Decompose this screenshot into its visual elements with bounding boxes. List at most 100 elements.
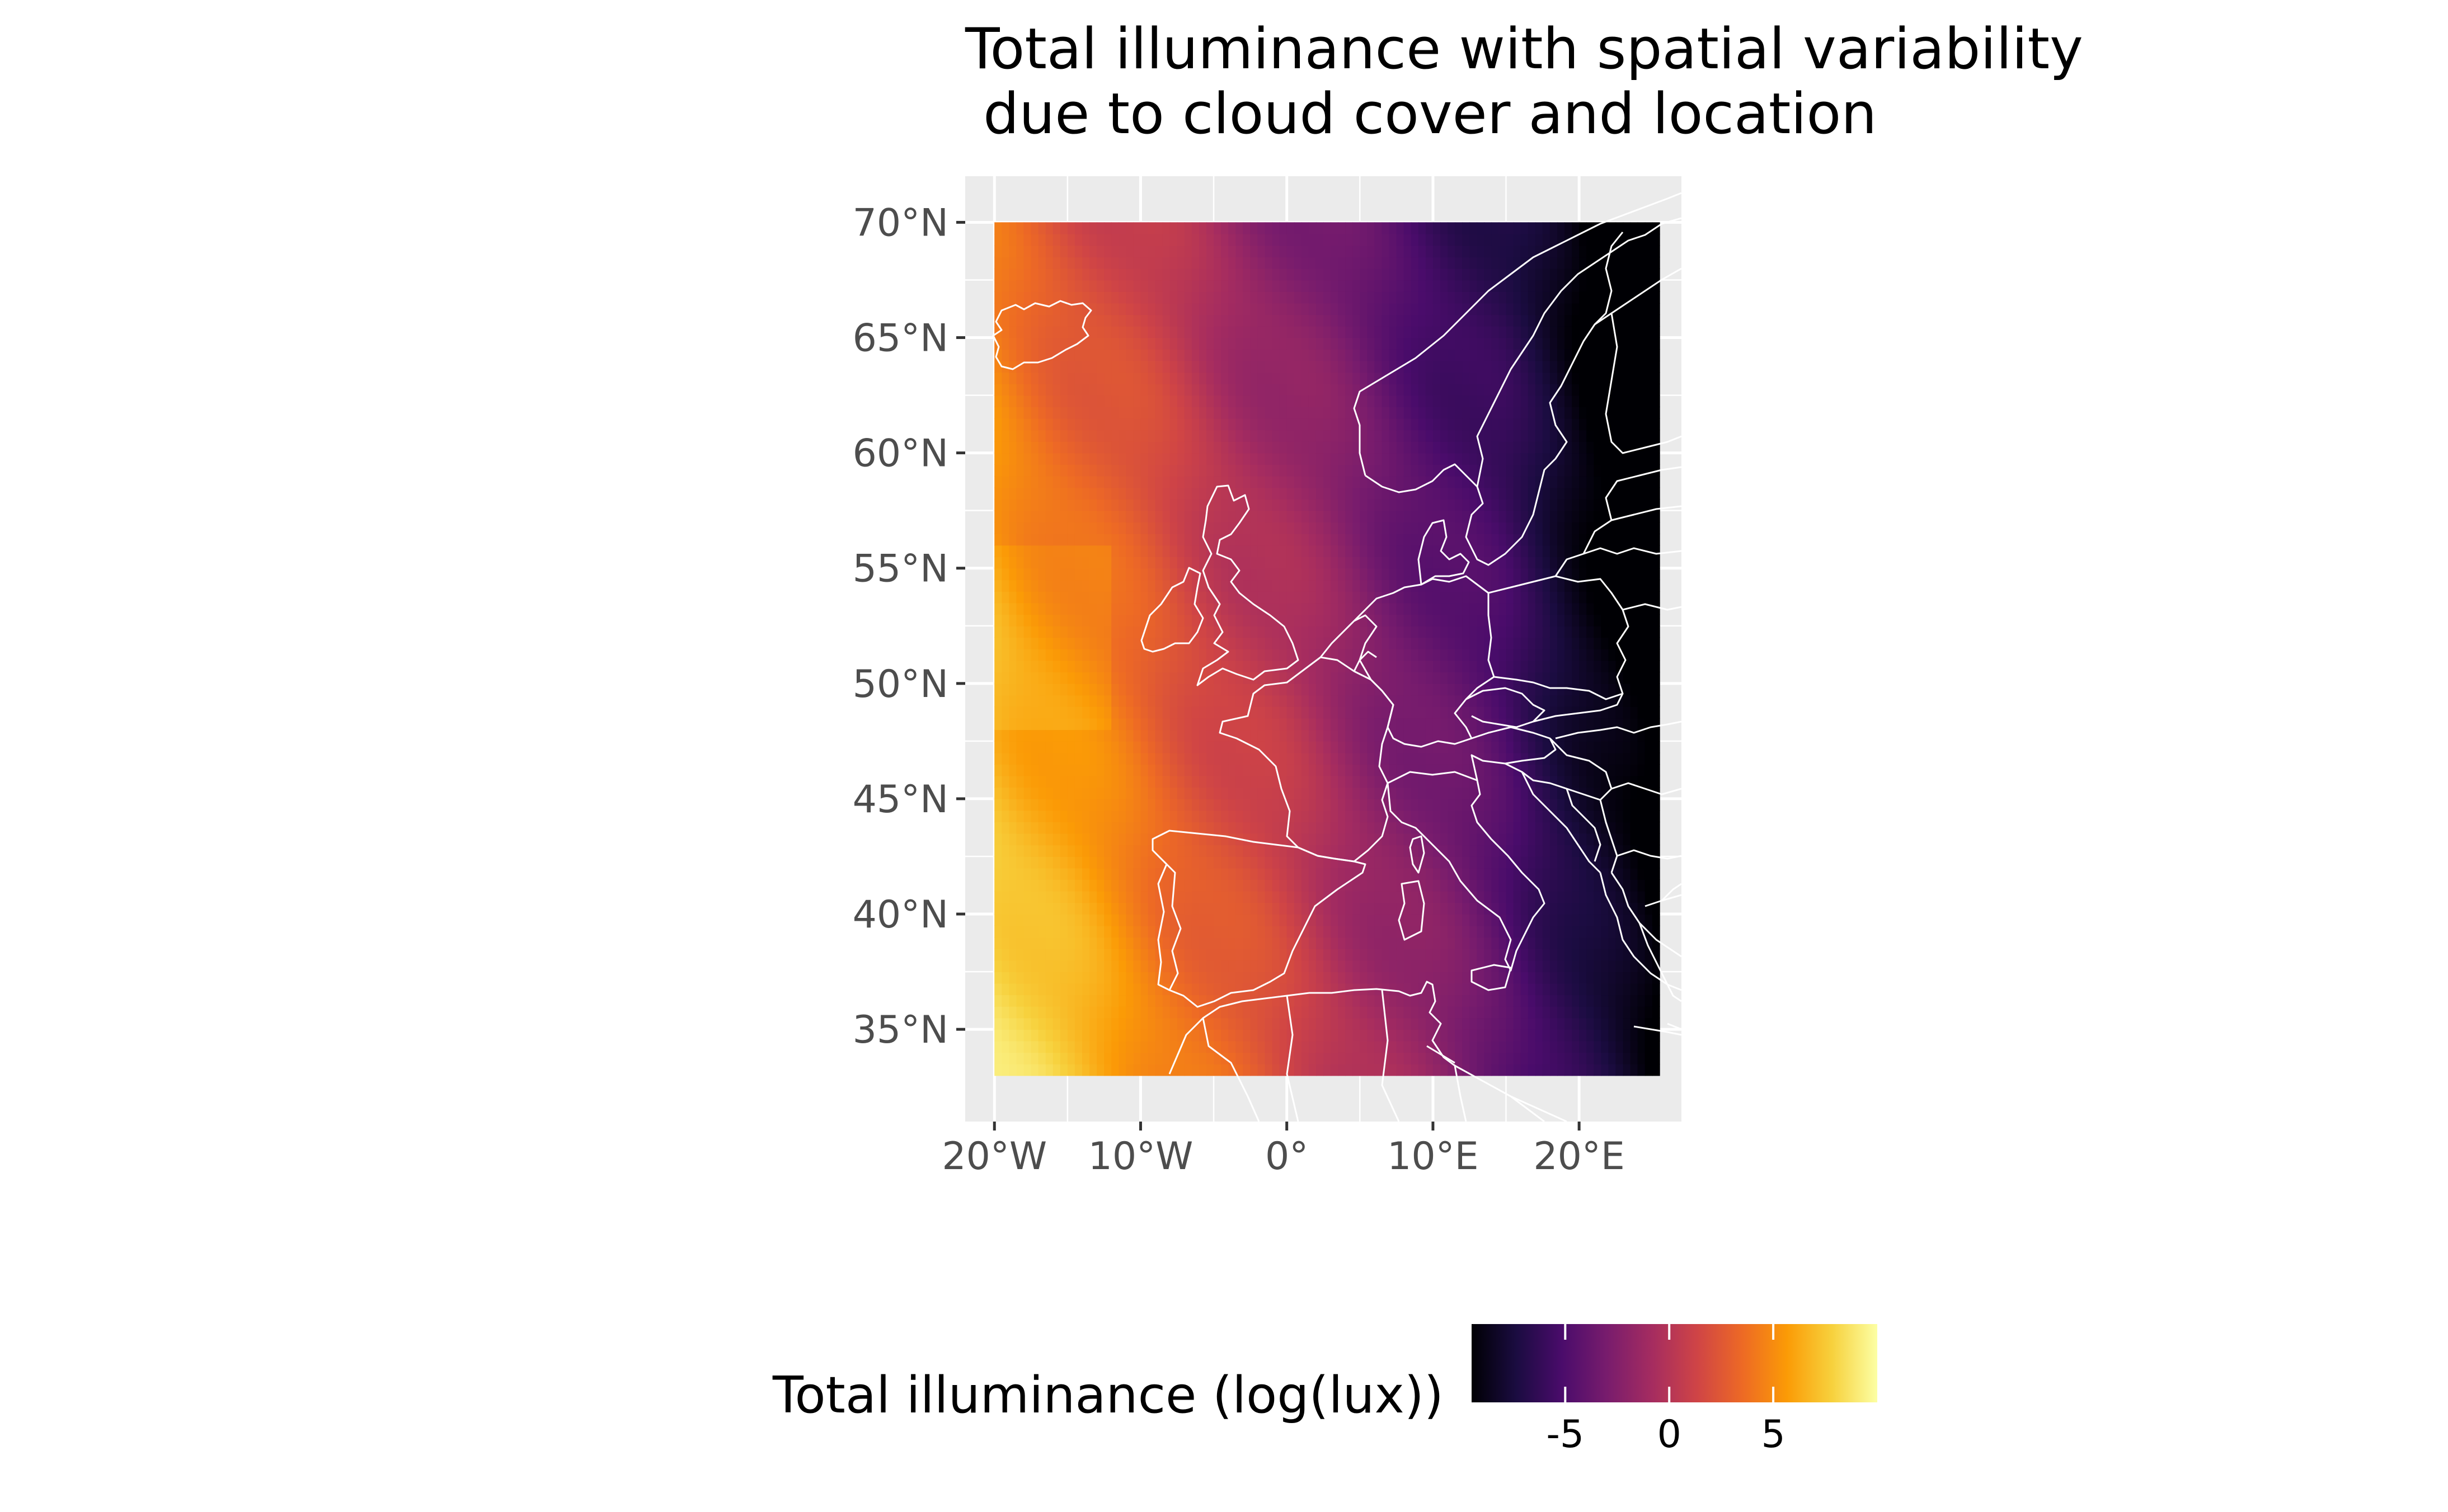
raster-cell	[1060, 407, 1068, 419]
raster-cell	[1418, 1018, 1426, 1030]
raster-cell	[1045, 741, 1054, 753]
raster-cell	[1323, 683, 1331, 696]
raster-cell	[1315, 326, 1324, 338]
raster-cell	[1119, 960, 1127, 972]
raster-cell	[1308, 280, 1317, 292]
raster-cell	[1315, 522, 1324, 534]
raster-cell	[1016, 384, 1025, 396]
raster-cell	[1477, 891, 1485, 903]
raster-cell	[1382, 683, 1390, 696]
raster-cell	[1199, 683, 1207, 696]
raster-cell	[1148, 972, 1156, 984]
raster-cell	[1009, 775, 1017, 788]
raster-cell	[1045, 1040, 1054, 1053]
raster-cell	[1462, 995, 1470, 1007]
raster-cell	[1002, 925, 1010, 938]
raster-cell	[1002, 695, 1010, 707]
raster-cell	[1045, 845, 1054, 857]
raster-cell	[1235, 372, 1244, 384]
raster-cell	[1382, 533, 1390, 546]
raster-cell	[1140, 960, 1149, 972]
raster-cell	[1082, 914, 1090, 926]
raster-cell	[1469, 418, 1478, 431]
raster-cell	[1323, 453, 1331, 465]
raster-cell	[1214, 291, 1221, 304]
raster-cell	[1214, 464, 1221, 477]
raster-cell	[1382, 314, 1390, 327]
raster-cell	[1374, 960, 1383, 972]
raster-cell	[1023, 222, 1032, 234]
raster-cell	[1301, 764, 1309, 776]
raster-cell	[1345, 453, 1354, 465]
raster-cell	[1469, 234, 1478, 246]
raster-cell	[1126, 810, 1134, 822]
raster-cell	[1023, 879, 1032, 892]
raster-cell	[1053, 625, 1061, 638]
raster-cell	[1002, 891, 1010, 903]
raster-cell	[1104, 660, 1112, 672]
raster-cell	[1140, 499, 1149, 511]
raster-cell	[1191, 683, 1200, 696]
raster-cell	[1418, 591, 1426, 604]
raster-cell	[1089, 695, 1097, 707]
raster-cell	[1140, 360, 1149, 373]
raster-cell	[1023, 430, 1032, 442]
raster-cell	[1265, 741, 1273, 753]
raster-cell	[1199, 868, 1207, 880]
raster-cell	[1067, 557, 1075, 569]
raster-cell	[1331, 683, 1338, 696]
raster-cell	[1199, 706, 1207, 719]
raster-cell	[1082, 337, 1090, 350]
raster-cell	[1403, 510, 1412, 523]
raster-cell	[1315, 764, 1324, 776]
raster-cell	[1279, 533, 1288, 546]
raster-cell	[1002, 810, 1010, 822]
raster-cell	[1082, 925, 1090, 938]
raster-cell	[1455, 291, 1463, 304]
raster-cell	[1235, 568, 1244, 581]
raster-cell	[1023, 384, 1032, 396]
raster-cell	[1257, 798, 1266, 811]
raster-cell	[1352, 568, 1361, 581]
raster-cell	[1221, 395, 1229, 407]
raster-cell	[994, 245, 1003, 258]
raster-cell	[1440, 384, 1448, 396]
raster-cell	[1060, 557, 1068, 569]
raster-cell	[1162, 533, 1171, 546]
raster-cell	[1155, 418, 1163, 431]
raster-cell	[1440, 798, 1448, 811]
raster-cell	[1294, 1006, 1302, 1019]
raster-cell	[1286, 533, 1295, 546]
raster-cell	[1155, 752, 1163, 765]
raster-cell	[1477, 810, 1485, 822]
raster-cell	[1338, 972, 1346, 984]
raster-cell	[1060, 234, 1068, 246]
raster-cell	[1169, 625, 1178, 638]
raster-cell	[1367, 729, 1375, 742]
raster-cell	[1206, 510, 1214, 523]
raster-cell	[1360, 775, 1368, 788]
raster-cell	[1396, 822, 1404, 834]
raster-cell	[1367, 245, 1375, 258]
raster-cell	[1155, 856, 1163, 869]
raster-cell	[1469, 499, 1478, 511]
raster-cell	[1301, 453, 1309, 465]
raster-cell	[1352, 706, 1361, 719]
raster-cell	[1162, 418, 1171, 431]
raster-cell	[1053, 591, 1061, 604]
raster-cell	[1206, 695, 1214, 707]
raster-cell	[1162, 522, 1171, 534]
raster-cell	[1169, 695, 1178, 707]
raster-cell	[1184, 695, 1192, 707]
raster-cell	[1089, 384, 1097, 396]
raster-cell	[1148, 557, 1156, 569]
raster-cell	[1308, 764, 1317, 776]
raster-cell	[1403, 775, 1412, 788]
raster-cell	[1345, 810, 1354, 822]
raster-cell	[1432, 257, 1441, 269]
raster-cell	[1126, 683, 1134, 696]
raster-cell	[1140, 568, 1149, 581]
raster-cell	[1191, 1052, 1200, 1064]
raster-cell	[1104, 822, 1112, 834]
raster-cell	[1023, 649, 1032, 661]
